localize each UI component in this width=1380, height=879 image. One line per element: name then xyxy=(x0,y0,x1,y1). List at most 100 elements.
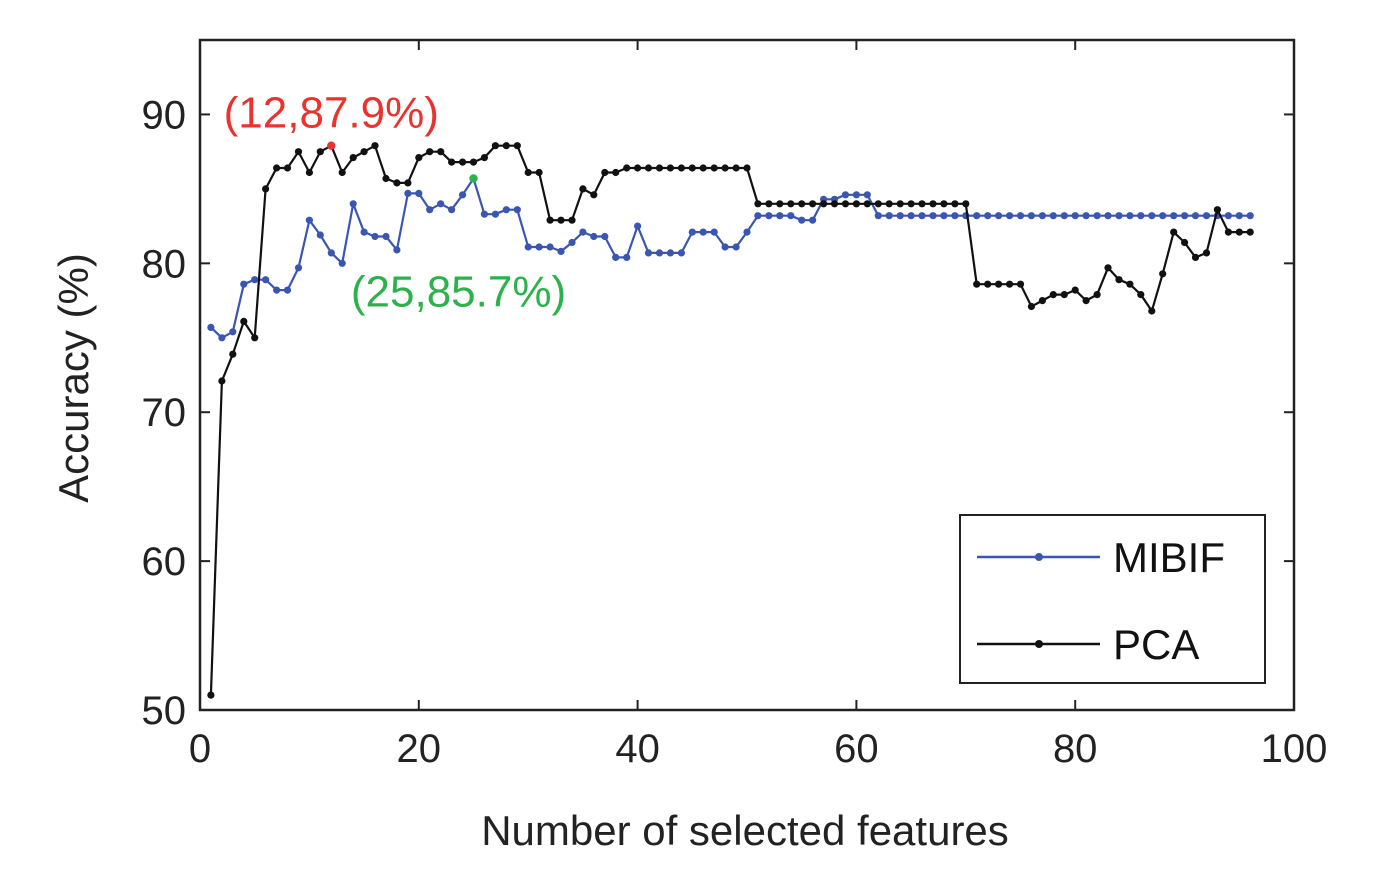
point-mibif xyxy=(1126,212,1134,220)
point-mibif xyxy=(874,212,882,220)
point-mibif xyxy=(426,206,434,214)
legend: MIBIF PCA xyxy=(959,514,1266,684)
point-mibif xyxy=(294,264,303,272)
point-mibif xyxy=(1246,212,1254,220)
point-pca xyxy=(721,164,729,172)
legend-box xyxy=(959,514,1266,684)
point-mibif xyxy=(546,243,554,251)
point-mibif xyxy=(568,238,576,247)
point-pca xyxy=(918,200,926,208)
point-mibif xyxy=(601,232,609,241)
point-mibif xyxy=(940,212,948,220)
point-pca xyxy=(1082,297,1090,305)
point-mibif xyxy=(732,243,740,251)
point-pca xyxy=(732,164,740,172)
point-mibif xyxy=(360,228,368,236)
point-mibif xyxy=(1235,212,1243,220)
point-pca xyxy=(579,185,587,193)
point-mibif xyxy=(896,212,904,220)
point-mibif xyxy=(415,189,423,197)
point-mibif xyxy=(863,191,871,199)
point-mibif xyxy=(1170,212,1178,220)
point-pca xyxy=(502,142,510,150)
point-mibif xyxy=(1038,212,1046,220)
point-mibif xyxy=(382,232,390,241)
point-mibif xyxy=(1027,212,1035,220)
point-pca xyxy=(852,200,861,208)
point-pca xyxy=(437,148,445,156)
point-pca xyxy=(283,164,292,172)
point-mibif xyxy=(327,249,335,257)
point-mibif xyxy=(743,228,751,236)
x-tick-label: 100 xyxy=(1261,727,1328,771)
point-pca xyxy=(623,164,631,172)
point-pca xyxy=(1202,249,1211,257)
point-pca xyxy=(1181,238,1189,247)
point-mibif xyxy=(579,228,587,236)
point-pca xyxy=(568,216,576,224)
point-pca xyxy=(448,158,456,166)
point-pca xyxy=(546,216,554,224)
point-mibif xyxy=(754,212,762,220)
point-mibif xyxy=(1016,212,1025,220)
point-pca xyxy=(1104,264,1112,272)
point-mibif xyxy=(349,200,357,208)
point-mibif xyxy=(776,212,784,220)
point-mibif xyxy=(655,249,664,257)
point-mibif xyxy=(305,216,313,224)
point-mibif xyxy=(710,228,718,236)
point-pca xyxy=(1159,270,1167,278)
point-mibif xyxy=(393,246,401,254)
point-mibif xyxy=(1071,212,1079,220)
point-mibif xyxy=(1082,212,1090,220)
y-tick-label: 90 xyxy=(142,93,187,137)
point-pca xyxy=(262,185,270,193)
point-mibif xyxy=(666,249,675,257)
point-pca xyxy=(1235,228,1243,236)
y-tick-label: 70 xyxy=(142,391,187,435)
point-pca xyxy=(995,280,1003,288)
point-pca xyxy=(316,148,324,156)
point-pca xyxy=(1093,291,1101,299)
point-pca xyxy=(677,164,686,172)
point-pca xyxy=(787,200,795,208)
point-mibif xyxy=(448,206,456,214)
point-mibif xyxy=(262,276,270,284)
point-pca xyxy=(1016,280,1025,288)
point-pca xyxy=(644,164,653,172)
point-pca xyxy=(207,691,215,699)
point-mibif xyxy=(623,253,631,261)
point-mibif xyxy=(404,189,412,197)
point-pca xyxy=(1038,297,1046,305)
point-mibif xyxy=(371,232,379,241)
point-mibif xyxy=(535,243,543,251)
point-mibif xyxy=(1224,212,1232,220)
point-mibif xyxy=(1202,212,1211,220)
point-pca xyxy=(469,158,478,166)
point-mibif xyxy=(973,212,981,220)
point-mibif xyxy=(951,212,959,220)
legend-label-mibif: MIBIF xyxy=(1113,534,1225,581)
point-pca xyxy=(754,200,762,208)
point-pca xyxy=(360,148,368,156)
point-pca xyxy=(1071,286,1079,294)
point-mibif xyxy=(218,334,226,342)
point-mibif xyxy=(1148,212,1156,220)
point-pca xyxy=(480,154,488,162)
point-pca xyxy=(907,200,915,208)
point-mibif xyxy=(1006,212,1014,220)
annotation-label: (25,85.7%) xyxy=(351,267,566,316)
point-mibif xyxy=(885,212,893,220)
point-pca xyxy=(863,200,871,208)
point-mibif xyxy=(283,286,292,294)
point-pca xyxy=(1191,253,1200,261)
point-pca xyxy=(524,168,532,177)
point-mibif xyxy=(338,259,346,267)
point-pca xyxy=(229,350,237,358)
legend-label-pca: PCA xyxy=(1113,621,1199,668)
point-mibif xyxy=(1049,212,1057,220)
point-pca xyxy=(710,164,718,172)
point-mibif xyxy=(1060,212,1068,220)
point-mibif xyxy=(240,280,248,288)
point-mibif xyxy=(644,249,653,257)
